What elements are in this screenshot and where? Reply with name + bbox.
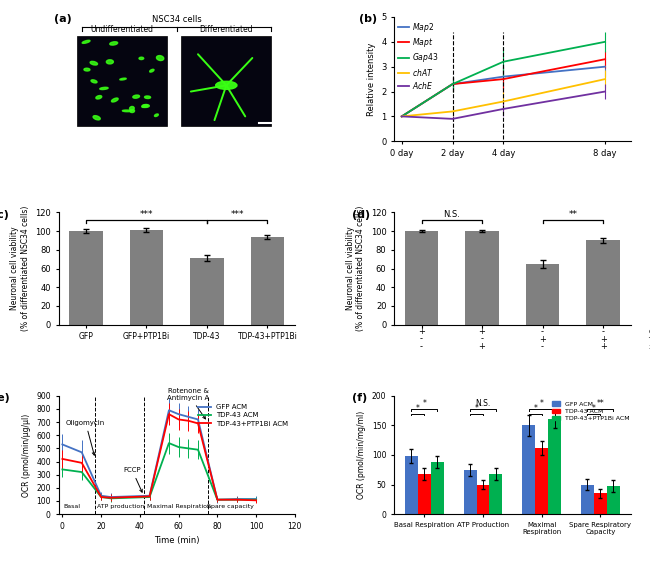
Text: -: - bbox=[420, 342, 423, 351]
Ellipse shape bbox=[112, 98, 118, 102]
Bar bbox=[405, 456, 418, 514]
Ellipse shape bbox=[150, 69, 154, 72]
Ellipse shape bbox=[91, 80, 97, 83]
Bar bbox=[130, 230, 163, 325]
Text: GFP ACM: GFP ACM bbox=[649, 329, 650, 335]
Text: +: + bbox=[478, 327, 486, 336]
Text: TDP-43 ACM: TDP-43 ACM bbox=[649, 337, 650, 342]
Text: (d): (d) bbox=[352, 210, 370, 220]
Text: -: - bbox=[602, 327, 604, 336]
Bar bbox=[251, 237, 284, 325]
Ellipse shape bbox=[90, 62, 98, 65]
Bar bbox=[548, 419, 561, 514]
Bar bbox=[581, 485, 594, 514]
Text: Differentiated: Differentiated bbox=[200, 25, 253, 34]
Text: Spare capacity: Spare capacity bbox=[207, 504, 254, 509]
Text: (f): (f) bbox=[352, 393, 367, 403]
Bar bbox=[594, 493, 607, 514]
Bar bbox=[77, 36, 167, 127]
Bar bbox=[463, 470, 476, 514]
Ellipse shape bbox=[142, 105, 150, 107]
Text: +: + bbox=[600, 334, 606, 344]
Text: -: - bbox=[541, 327, 544, 336]
Y-axis label: OCR (pmol/min/μg/μl): OCR (pmol/min/μg/μl) bbox=[21, 414, 31, 497]
Text: (a): (a) bbox=[54, 15, 72, 24]
Text: ATP production: ATP production bbox=[97, 504, 144, 509]
Bar bbox=[607, 486, 619, 514]
Legend: GFP ACM, TDP-43 ACM, TDP-43+PTP1Bi ACM: GFP ACM, TDP-43 ACM, TDP-43+PTP1Bi ACM bbox=[196, 402, 291, 429]
Text: +: + bbox=[539, 334, 546, 344]
Y-axis label: Neuronal cell viability
(% of differentiated NSC34 cells): Neuronal cell viability (% of differenti… bbox=[346, 206, 365, 331]
Text: Maximal Respiration: Maximal Respiration bbox=[147, 504, 211, 509]
Text: *: * bbox=[540, 399, 543, 408]
Bar bbox=[465, 231, 499, 325]
Text: **: ** bbox=[568, 210, 577, 219]
Text: (b): (b) bbox=[359, 15, 377, 24]
Ellipse shape bbox=[133, 95, 140, 98]
Bar bbox=[181, 36, 271, 127]
Ellipse shape bbox=[120, 78, 126, 80]
Ellipse shape bbox=[107, 60, 113, 64]
Text: +: + bbox=[478, 342, 486, 351]
Text: +: + bbox=[418, 327, 425, 336]
Text: N.S.: N.S. bbox=[443, 210, 460, 219]
Bar bbox=[431, 462, 444, 514]
Bar bbox=[535, 448, 548, 514]
Ellipse shape bbox=[122, 110, 131, 112]
Text: *: * bbox=[592, 404, 596, 413]
Text: **: ** bbox=[597, 399, 604, 408]
Bar bbox=[523, 425, 535, 514]
Bar bbox=[476, 485, 489, 514]
Ellipse shape bbox=[82, 40, 90, 44]
Ellipse shape bbox=[93, 116, 100, 120]
Text: FCCP: FCCP bbox=[124, 467, 142, 492]
Ellipse shape bbox=[144, 96, 151, 98]
Bar bbox=[190, 258, 224, 325]
Text: *: * bbox=[416, 404, 420, 413]
Text: *: * bbox=[533, 404, 537, 413]
Ellipse shape bbox=[96, 95, 102, 99]
Text: N.S.: N.S. bbox=[475, 399, 491, 408]
Text: Oligomycin: Oligomycin bbox=[66, 420, 105, 455]
Y-axis label: Neuronal cell viability
(% of differentiated NSC34 cells): Neuronal cell viability (% of differenti… bbox=[10, 206, 29, 331]
Text: -: - bbox=[541, 342, 544, 351]
Text: Rotenone &
Antimycin A: Rotenone & Antimycin A bbox=[167, 388, 209, 419]
Ellipse shape bbox=[99, 87, 108, 90]
Ellipse shape bbox=[110, 42, 118, 45]
Text: +: + bbox=[600, 342, 606, 351]
Text: *: * bbox=[474, 404, 478, 413]
Y-axis label: OCR (pmol/min/mg/ml): OCR (pmol/min/mg/ml) bbox=[358, 411, 367, 499]
Bar bbox=[526, 264, 559, 325]
Bar bbox=[418, 474, 431, 514]
Legend: GFP ACM, TDP-43 ACM, TDP-43+PTP1Bi ACM: GFP ACM, TDP-43 ACM, TDP-43+PTP1Bi ACM bbox=[550, 399, 632, 424]
Text: NSC34 cells: NSC34 cells bbox=[152, 15, 202, 24]
Bar bbox=[405, 231, 438, 325]
Text: -: - bbox=[480, 334, 484, 344]
Legend: $\it{Map2}$, $\it{Mapt}$, $\it{Gap43}$, $\it{chAT}$, $\it{AchE}$: $\it{Map2}$, $\it{Mapt}$, $\it{Gap43}$, … bbox=[398, 21, 439, 91]
Text: *: * bbox=[422, 399, 426, 408]
Text: ***: *** bbox=[231, 210, 244, 219]
X-axis label: Time (min): Time (min) bbox=[154, 536, 200, 545]
Ellipse shape bbox=[157, 55, 164, 60]
Bar bbox=[586, 240, 619, 325]
Text: Undifferentiated: Undifferentiated bbox=[91, 25, 154, 34]
Ellipse shape bbox=[216, 81, 237, 89]
Text: -: - bbox=[420, 334, 423, 344]
Text: ***: *** bbox=[140, 210, 153, 219]
Ellipse shape bbox=[142, 105, 148, 107]
Text: 3 antibody (IL-1β,IL-8,TNF-α): 3 antibody (IL-1β,IL-8,TNF-α) bbox=[649, 345, 650, 350]
Text: (e): (e) bbox=[0, 393, 10, 403]
Ellipse shape bbox=[130, 110, 135, 112]
Ellipse shape bbox=[84, 68, 90, 71]
Ellipse shape bbox=[129, 106, 134, 110]
Text: Basal: Basal bbox=[64, 504, 81, 509]
Ellipse shape bbox=[155, 114, 159, 116]
Text: (c): (c) bbox=[0, 210, 9, 220]
Bar bbox=[489, 474, 502, 514]
Bar bbox=[70, 231, 103, 325]
Ellipse shape bbox=[139, 57, 144, 59]
Y-axis label: Relative intensity: Relative intensity bbox=[367, 42, 376, 116]
